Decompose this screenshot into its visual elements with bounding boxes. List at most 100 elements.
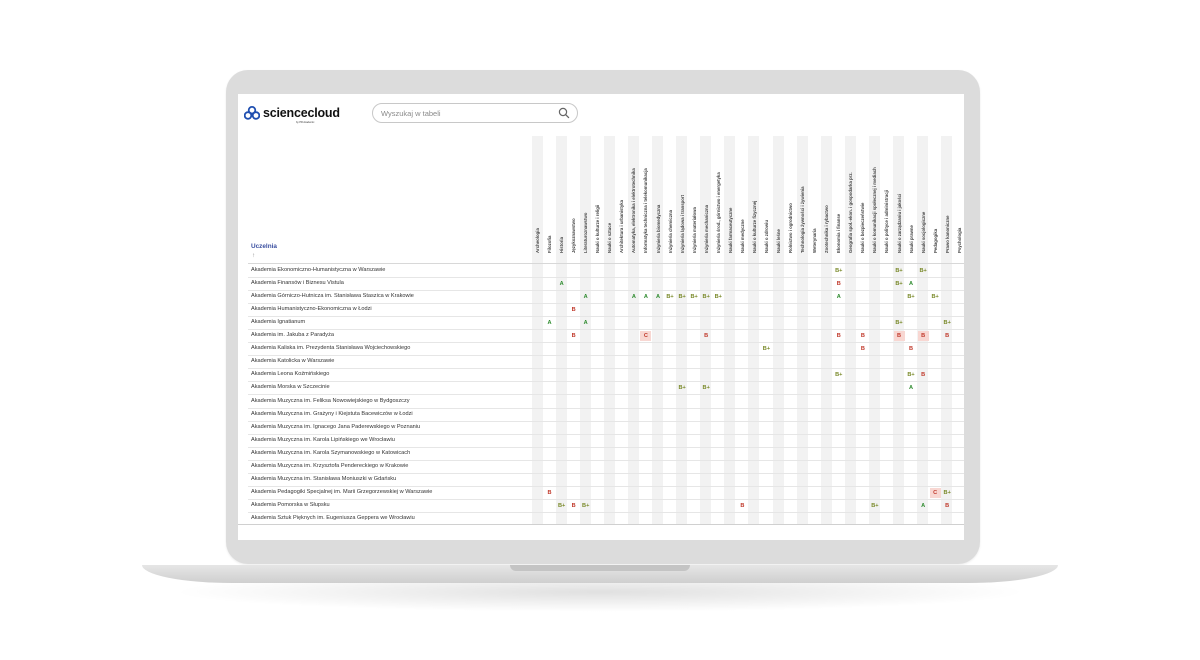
grade-cell[interactable]: A <box>631 294 636 301</box>
table-row[interactable]: Akademia Muzyczna im. Karola Szymanowski… <box>248 448 964 461</box>
grade-cell[interactable]: B <box>893 331 905 342</box>
grade-cell[interactable]: B <box>860 333 865 340</box>
column-header[interactable]: Nauki o sztuce <box>604 142 616 258</box>
column-header[interactable]: Literaturoznawstwo <box>580 142 592 258</box>
grade-cell[interactable]: A <box>836 294 841 301</box>
column-header[interactable]: Rolnictwo i ogrodnictwo <box>785 142 797 258</box>
grade-cell[interactable]: B <box>921 372 926 379</box>
search-icon[interactable] <box>558 107 570 119</box>
grade-cell[interactable]: A <box>909 385 914 392</box>
table-row[interactable]: Akademia Morska w Szczecinie B+ B+ A <box>248 382 964 396</box>
table-row[interactable]: Akademia Kaliska im. Prezydenta Stanisła… <box>248 343 964 357</box>
grade-cell[interactable]: B+ <box>907 294 915 301</box>
grade-cell[interactable]: B <box>945 502 950 509</box>
grade-cell[interactable]: A <box>909 281 914 288</box>
column-header[interactable]: Automatyka, elektronika i elektrotechnik… <box>628 142 640 258</box>
column-header[interactable]: Inżynieria materiałowa <box>689 142 701 258</box>
table-row[interactable]: Akademia Pomorska w Słupsku B+ B B+ B B+ A B <box>248 500 964 513</box>
column-header[interactable]: Informatyka techniczna i telekomunikacja <box>640 142 652 258</box>
grade-cell[interactable]: B+ <box>714 294 722 301</box>
grade-cell[interactable]: B+ <box>690 294 698 301</box>
search-box[interactable] <box>372 103 578 123</box>
column-header[interactable]: Nauki o bezpieczeństwie <box>857 142 869 258</box>
table-row[interactable]: Akademia Humanistyczno-Ekonomiczna w Łod… <box>248 304 964 318</box>
grade-cell[interactable]: B+ <box>702 294 710 301</box>
table-row[interactable]: Akademia Górniczo-Hutnicza im. Stanisław… <box>248 291 964 305</box>
table-row[interactable]: Akademia Muzyczna im. Krzysztofa Pendere… <box>248 461 964 474</box>
column-header[interactable]: Nauki o zarządzaniu i jakości <box>894 142 906 258</box>
column-header[interactable]: Geografia społ.-ekon. i gospodarka prz. <box>845 142 857 258</box>
column-header[interactable]: Nauki farmaceutyczne <box>725 142 737 258</box>
grade-cell[interactable]: B+ <box>907 372 915 379</box>
column-header[interactable]: Inżynieria mechaniczna <box>701 142 713 258</box>
grade-cell[interactable]: B <box>704 333 709 340</box>
column-header[interactable]: Technologia żywności i żywienia <box>797 142 809 258</box>
table-row[interactable]: Akademia Muzyczna im. Grażyny i Kiejstut… <box>248 409 964 422</box>
column-header[interactable]: Weterynaria <box>809 142 821 258</box>
column-header[interactable]: Nauki leśne <box>773 142 785 258</box>
grade-cell[interactable]: B <box>836 281 841 288</box>
grade-cell[interactable]: B <box>917 331 929 342</box>
grade-cell[interactable]: B <box>571 502 576 509</box>
table-row[interactable]: Akademia Sztuk Pięknych im. Eugeniusza G… <box>248 513 964 524</box>
table-row[interactable]: Akademia Pedagogiki Specjalnej im. Marii… <box>248 487 964 500</box>
grade-cell[interactable]: B <box>571 307 576 314</box>
grade-cell[interactable]: B+ <box>678 294 686 301</box>
grade-cell[interactable]: B+ <box>702 385 710 392</box>
grade-cell[interactable]: A <box>643 294 648 301</box>
column-header[interactable]: Inżynieria chemiczna <box>665 142 677 258</box>
name-column-header[interactable]: Uczelnia <box>251 243 277 250</box>
grade-cell[interactable]: B+ <box>678 385 686 392</box>
column-header[interactable]: Architektura i urbanistyka <box>616 142 628 258</box>
grade-cell[interactable]: A <box>547 320 552 327</box>
table-row[interactable]: Akademia Ekonomiczno-Humanistyczna w War… <box>248 265 964 278</box>
table-row[interactable]: Akademia Finansów i Biznesu Vistula A B B+ A <box>248 278 964 292</box>
grade-cell[interactable]: B+ <box>871 502 879 509</box>
grade-cell[interactable]: B <box>740 502 745 509</box>
grade-cell[interactable]: B <box>860 346 865 353</box>
grade-cell[interactable]: B+ <box>931 294 939 301</box>
grade-cell[interactable]: B <box>909 346 914 353</box>
column-header[interactable]: Psychologia <box>954 142 964 258</box>
grade-cell[interactable]: B <box>945 333 950 340</box>
column-header[interactable]: Nauki o zdrowiu <box>761 142 773 258</box>
column-header[interactable]: Ekonomia i finanse <box>833 142 845 258</box>
grade-cell[interactable]: B+ <box>919 268 927 274</box>
column-header[interactable]: Historia <box>556 142 568 258</box>
column-header[interactable]: Zootechnika i rybactwo <box>821 142 833 258</box>
column-header[interactable]: Nauki socjologiczne <box>918 142 930 258</box>
column-header[interactable]: Nauki o komunikacji społecznej i mediach <box>869 142 881 258</box>
grade-cell[interactable]: B+ <box>895 281 903 288</box>
column-header[interactable]: Inżynieria lądowa i transport <box>677 142 689 258</box>
table-row[interactable]: Akademia Muzyczna im. Feliksa Nowowiejsk… <box>248 396 964 409</box>
grade-cell[interactable]: B+ <box>943 489 951 496</box>
grade-cell[interactable]: A <box>583 320 588 327</box>
sort-arrow-icon[interactable]: ↑ <box>252 253 255 259</box>
grade-cell[interactable]: B <box>836 333 841 340</box>
column-header[interactable]: Nauki prawne <box>906 142 918 258</box>
grade-cell[interactable]: A <box>583 294 588 301</box>
column-header[interactable]: Nauki o kulturze i religii <box>592 142 604 258</box>
column-header[interactable]: Inżynieria biomedyczna <box>653 142 665 258</box>
column-header[interactable]: Językoznawstwo <box>568 142 580 258</box>
grade-cell[interactable]: B+ <box>895 320 903 327</box>
column-header[interactable]: Filozofia <box>544 142 556 258</box>
grade-cell[interactable]: B+ <box>557 502 566 509</box>
grade-cell[interactable]: B+ <box>762 346 771 353</box>
table-row[interactable]: Akademia Katolicka w Warszawie <box>248 356 964 370</box>
column-header[interactable]: Nauki o kulturze fizycznej <box>749 142 761 258</box>
grade-cell[interactable]: C <box>929 487 941 498</box>
logo[interactable]: sciencecloud by PR Academic <box>244 106 340 124</box>
grade-cell[interactable]: B+ <box>835 268 843 274</box>
grade-cell[interactable]: B <box>571 333 576 340</box>
grade-cell[interactable]: B+ <box>582 502 590 509</box>
grade-cell[interactable]: A <box>559 281 564 288</box>
grade-cell[interactable]: C <box>640 331 652 342</box>
table-row[interactable]: Akademia Leona Koźmińskiego B+ B+ B <box>248 369 964 383</box>
column-header[interactable]: Nauki o polityce i administracji <box>881 142 893 258</box>
grade-cell[interactable]: A <box>655 294 661 301</box>
table-row[interactable]: Akademia Muzyczna im. Stanisława Moniusz… <box>248 474 964 487</box>
grade-cell[interactable]: B+ <box>895 268 903 274</box>
column-header[interactable]: Nauki medyczne <box>737 142 749 258</box>
